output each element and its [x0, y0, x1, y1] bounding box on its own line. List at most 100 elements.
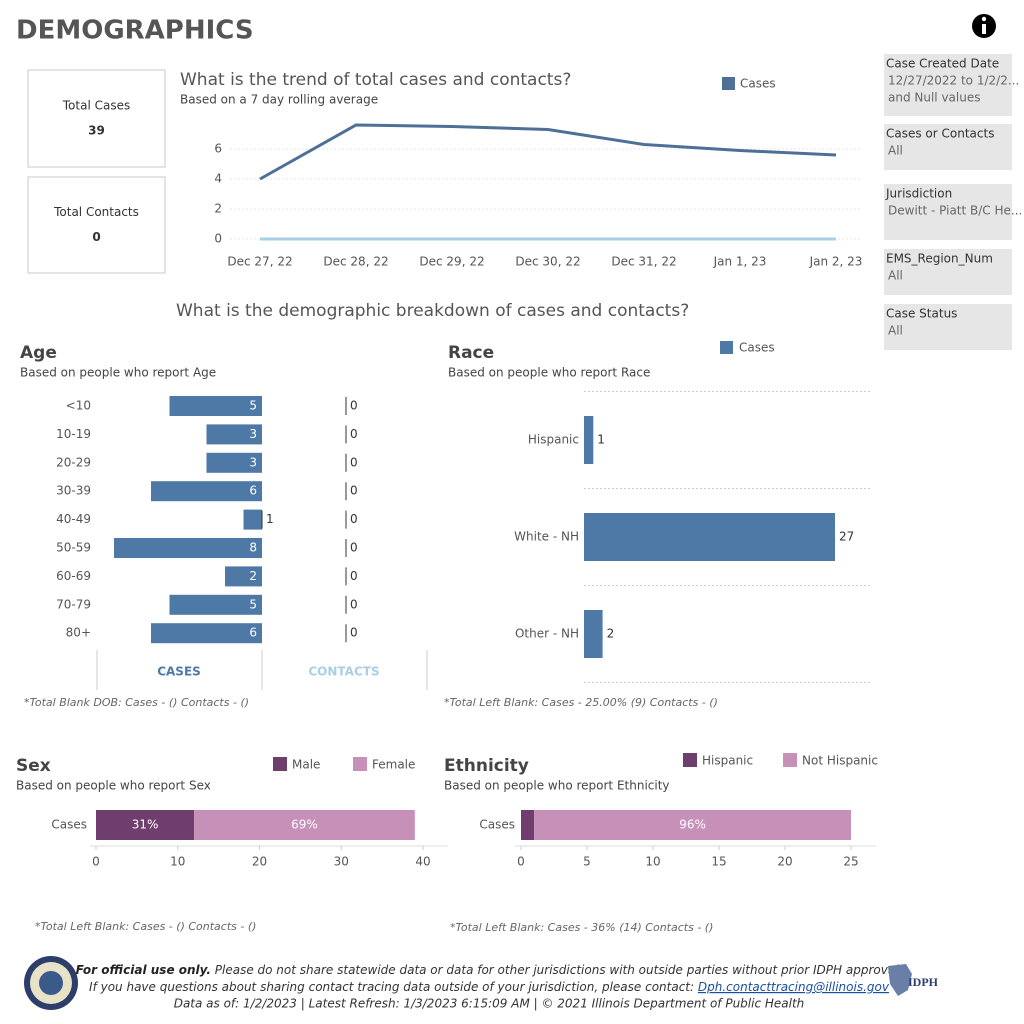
panel-label: CONTACTS: [308, 665, 379, 679]
x-tick-label: 0: [517, 855, 525, 869]
chart-note: *Total Left Blank: Cases - 36% (14) Cont…: [450, 921, 713, 934]
panel-label: CASES: [157, 665, 201, 679]
x-tick-label: 0: [92, 855, 100, 869]
bar: [206, 424, 262, 445]
filter-box[interactable]: [884, 249, 1012, 295]
filter-value: 12/27/2022 to 1/2/2...: [888, 74, 1019, 88]
filter-value: All: [888, 144, 903, 158]
legend-swatch: [353, 757, 367, 771]
bar-label: 3: [249, 455, 257, 469]
x-tick-label: 15: [711, 855, 726, 869]
category-label: 20-29: [56, 455, 91, 469]
legend-swatch: [720, 341, 733, 354]
x-tick-label: Jan 2, 23: [809, 255, 863, 269]
bar: [114, 538, 262, 558]
bar: [206, 452, 262, 473]
bar-label: 5: [249, 597, 257, 611]
info-icon[interactable]: [972, 14, 996, 38]
section-title: What is the demographic breakdown of cas…: [176, 301, 689, 321]
bar-label: 27: [839, 530, 854, 544]
x-tick-label: Dec 28, 22: [323, 255, 388, 269]
category-label: 30-39: [56, 484, 91, 498]
x-tick-label: Dec 30, 22: [515, 255, 580, 269]
x-tick-label: 20: [777, 855, 792, 869]
category-label: 40-49: [56, 512, 91, 526]
category-label: 60-69: [56, 569, 91, 583]
y-tick-label: 4: [214, 172, 222, 186]
chart-subtitle: Based on a 7 day rolling average: [180, 93, 378, 107]
bar-label: 0: [350, 455, 358, 469]
filter-label: Cases or Contacts: [886, 127, 994, 141]
bar-label: 0: [350, 626, 358, 640]
legend-swatch: [273, 757, 287, 771]
chart-subtitle: Based on people who report Age: [20, 366, 216, 380]
legend-label: Not Hispanic: [802, 754, 878, 768]
filter-box[interactable]: [884, 184, 1012, 240]
bar: [243, 509, 262, 530]
info-stem[interactable]: [982, 24, 986, 34]
info-dot[interactable]: [981, 16, 987, 22]
bar-segment: [194, 810, 415, 840]
bar: [151, 623, 262, 644]
legend-label: Cases: [740, 77, 776, 91]
legend-swatch: [783, 753, 797, 767]
bar-label: 69%: [291, 818, 318, 832]
page-title: DEMOGRAPHICS: [16, 16, 254, 46]
x-tick-label: 40: [415, 855, 430, 869]
category-label: Cases: [479, 818, 515, 832]
kpi-box: [27, 69, 166, 168]
x-tick-label: Dec 31, 22: [611, 255, 676, 269]
bar-label: 6: [249, 626, 257, 640]
legend-label: Female: [372, 758, 415, 772]
chart-title: Age: [20, 343, 57, 363]
category-label: <10: [66, 399, 91, 413]
logo-text: IDPH: [908, 975, 939, 989]
filter-value: and Null values: [888, 91, 980, 105]
footer-line-1: For official use only. Please do not sha…: [76, 963, 903, 977]
filter-label: Jurisdiction: [885, 187, 952, 201]
bar-label: 1: [597, 433, 605, 447]
bar-segment: [534, 810, 851, 840]
kpi-label: Total Cases: [62, 98, 130, 112]
kpi-value: 0: [92, 230, 100, 244]
filter-box[interactable]: [884, 124, 1012, 170]
seal-core: [39, 971, 63, 995]
x-tick-label: Dec 27, 22: [227, 255, 292, 269]
y-tick-label: 2: [214, 202, 222, 216]
filter-value: All: [888, 269, 903, 283]
y-tick-label: 6: [214, 142, 222, 156]
chart-title: Sex: [16, 756, 51, 776]
chart-subtitle: Based on people who report Ethnicity: [444, 779, 670, 793]
filter-box[interactable]: [884, 304, 1012, 350]
x-tick-label: 20: [252, 855, 267, 869]
y-tick-label: 0: [214, 232, 222, 246]
bar-label: 0: [350, 484, 358, 498]
filter-box[interactable]: [884, 54, 1012, 116]
bar-label: 0: [350, 569, 358, 583]
category-label: 70-79: [56, 597, 91, 611]
kpi-box: [27, 176, 166, 274]
bar: [169, 594, 262, 615]
legend-label: Male: [292, 758, 320, 772]
bar-segment: [96, 810, 195, 840]
chart-title: What is the trend of total cases and con…: [180, 70, 571, 90]
bar-label: 6: [249, 484, 257, 498]
x-tick-label: 10: [170, 855, 185, 869]
chart-title: Ethnicity: [444, 756, 529, 776]
category-label: 80+: [66, 626, 91, 640]
filter-value: All: [888, 324, 903, 338]
bar: [584, 416, 594, 464]
footer: For official use only. Please do not sha…: [24, 956, 939, 1011]
bar-label: 2: [607, 627, 615, 641]
category-label: White - NH: [514, 530, 579, 544]
bar-label: 1: [266, 512, 274, 526]
bar-label: 96%: [679, 818, 706, 832]
footer-link[interactable]: Dph.contacttracing@illinois.gov: [698, 980, 890, 994]
bar-segment: [521, 810, 535, 840]
chart-title: Race: [448, 343, 494, 363]
footer-line-2: If you have questions about sharing cont…: [89, 980, 890, 994]
footer-text: If you have questions about sharing cont…: [89, 980, 698, 994]
bar: [584, 610, 603, 658]
category-label: Cases: [51, 818, 87, 832]
